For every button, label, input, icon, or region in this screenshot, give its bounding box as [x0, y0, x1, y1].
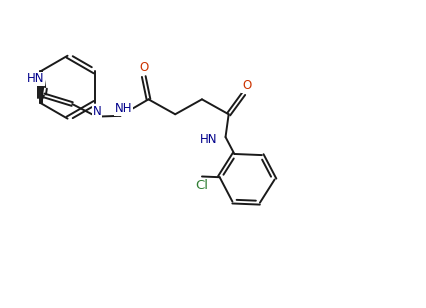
Text: HN: HN — [199, 133, 217, 146]
Text: O: O — [242, 79, 251, 92]
Text: O: O — [139, 61, 148, 75]
Text: HN: HN — [26, 72, 44, 85]
Text: NH: NH — [115, 102, 132, 115]
Text: N: N — [92, 105, 101, 118]
Text: Cl: Cl — [196, 179, 208, 192]
